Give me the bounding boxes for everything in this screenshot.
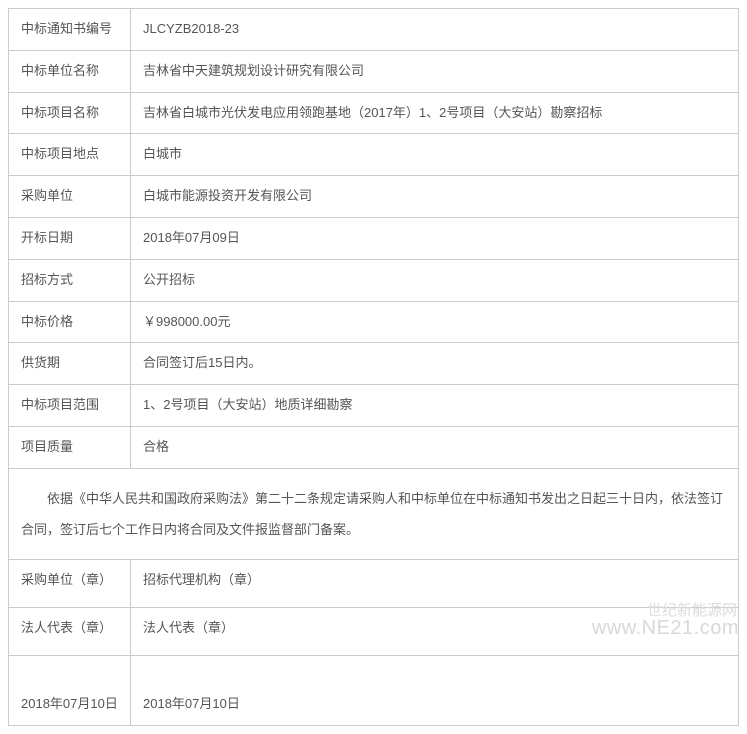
table-row: 中标通知书编号 JLCYZB2018-23 — [9, 9, 739, 51]
notice-text: 依据《中华人民共和国政府采购法》第二十二条规定请采购人和中标单位在中标通知书发出… — [9, 468, 739, 559]
row-value: 吉林省中天建筑规划设计研究有限公司 — [131, 50, 739, 92]
bid-notice-table: 中标通知书编号 JLCYZB2018-23 中标单位名称 吉林省中天建筑规划设计… — [8, 8, 739, 726]
row-label: 项目质量 — [9, 426, 131, 468]
row-value: JLCYZB2018-23 — [131, 9, 739, 51]
row-label: 供货期 — [9, 343, 131, 385]
row-label: 采购单位 — [9, 176, 131, 218]
row-label: 中标项目范围 — [9, 385, 131, 427]
notice-row: 依据《中华人民共和国政府采购法》第二十二条规定请采购人和中标单位在中标通知书发出… — [9, 468, 739, 559]
row-label: 招标方式 — [9, 259, 131, 301]
row-value: 2018年07月09日 — [131, 217, 739, 259]
table-row: 中标项目地点 白城市 — [9, 134, 739, 176]
row-value: 合格 — [131, 426, 739, 468]
table-row: 中标项目名称 吉林省白城市光伏发电应用领跑基地（2017年）1、2号项目（大安站… — [9, 92, 739, 134]
signature-unit-row: 采购单位（章） 招标代理机构（章） — [9, 560, 739, 608]
row-value: 白城市能源投资开发有限公司 — [131, 176, 739, 218]
purchaser-rep-seal: 法人代表（章） — [9, 608, 131, 656]
row-value: 吉林省白城市光伏发电应用领跑基地（2017年）1、2号项目（大安站）勘察招标 — [131, 92, 739, 134]
row-label: 开标日期 — [9, 217, 131, 259]
signature-rep-row: 法人代表（章） 法人代表（章） — [9, 608, 739, 656]
row-label: 中标单位名称 — [9, 50, 131, 92]
agent-rep-seal: 法人代表（章） — [131, 608, 739, 656]
row-value: ￥998000.00元 — [131, 301, 739, 343]
table-row: 招标方式 公开招标 — [9, 259, 739, 301]
purchaser-date: 2018年07月10日 — [9, 656, 131, 726]
purchaser-unit-seal: 采购单位（章） — [9, 560, 131, 608]
table-row: 开标日期 2018年07月09日 — [9, 217, 739, 259]
table-row: 中标价格 ￥998000.00元 — [9, 301, 739, 343]
table-row: 供货期 合同签订后15日内。 — [9, 343, 739, 385]
agent-date: 2018年07月10日 — [131, 656, 739, 726]
table-row: 中标项目范围 1、2号项目（大安站）地质详细勘察 — [9, 385, 739, 427]
table-row: 采购单位 白城市能源投资开发有限公司 — [9, 176, 739, 218]
table-body: 中标通知书编号 JLCYZB2018-23 中标单位名称 吉林省中天建筑规划设计… — [9, 9, 739, 726]
signature-date-row: 2018年07月10日 2018年07月10日 — [9, 656, 739, 726]
table-row: 中标单位名称 吉林省中天建筑规划设计研究有限公司 — [9, 50, 739, 92]
row-value: 白城市 — [131, 134, 739, 176]
row-value: 1、2号项目（大安站）地质详细勘察 — [131, 385, 739, 427]
row-label: 中标价格 — [9, 301, 131, 343]
table-row: 项目质量 合格 — [9, 426, 739, 468]
agent-unit-seal: 招标代理机构（章） — [131, 560, 739, 608]
row-label: 中标项目名称 — [9, 92, 131, 134]
row-label: 中标项目地点 — [9, 134, 131, 176]
row-label: 中标通知书编号 — [9, 9, 131, 51]
row-value: 公开招标 — [131, 259, 739, 301]
row-value: 合同签订后15日内。 — [131, 343, 739, 385]
